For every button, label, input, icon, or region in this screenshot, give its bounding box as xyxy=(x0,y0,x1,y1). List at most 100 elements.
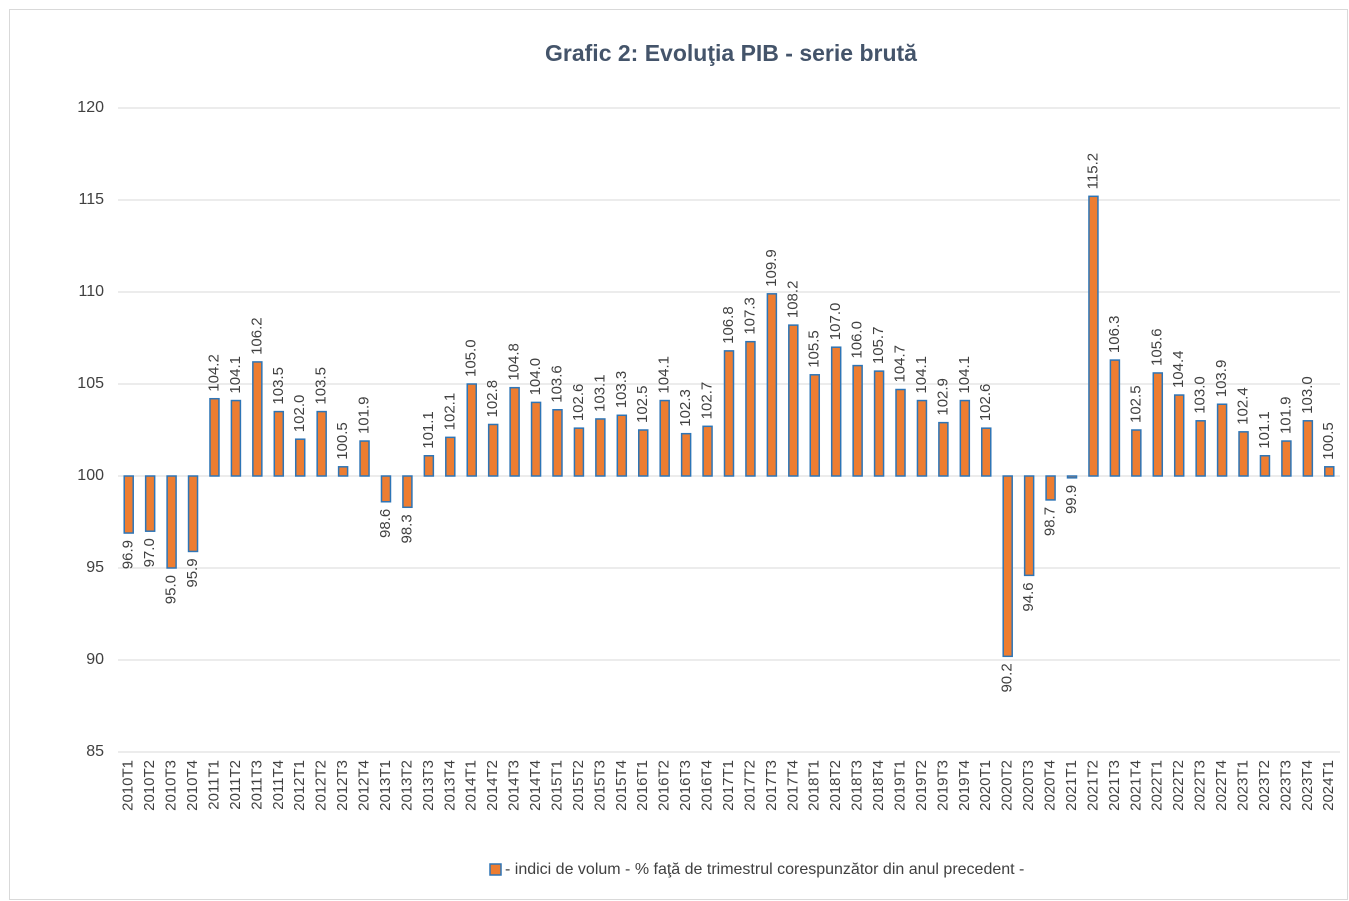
bar xyxy=(445,436,456,477)
bar xyxy=(959,399,971,477)
data-label: 98.6 xyxy=(377,509,394,538)
x-tick-label: 2020T4 xyxy=(1042,760,1059,811)
bar xyxy=(1066,475,1078,479)
bar xyxy=(659,399,670,477)
data-label: 102.4 xyxy=(1234,387,1251,425)
y-tick-label: 100 xyxy=(77,467,104,484)
data-label: 103.0 xyxy=(1192,376,1209,414)
data-label: 95.9 xyxy=(184,558,201,587)
bar xyxy=(852,364,863,477)
bar xyxy=(637,429,649,477)
chart-title: Grafic 2: Evoluţia PIB - serie brută xyxy=(545,40,917,66)
x-tick-label: 2012T3 xyxy=(334,760,351,811)
bar xyxy=(166,475,177,569)
bar xyxy=(1173,394,1185,477)
data-label: 104.2 xyxy=(205,354,222,392)
bar xyxy=(402,475,413,509)
x-tick-label: 2024T1 xyxy=(1320,760,1337,811)
x-tick-label: 2018T4 xyxy=(870,760,887,811)
bar xyxy=(702,425,713,477)
bar xyxy=(1131,429,1142,477)
x-tick-label: 2010T2 xyxy=(141,760,158,811)
bar xyxy=(273,410,285,477)
x-tick-label: 2014T3 xyxy=(506,760,523,811)
x-tick-label: 2015T4 xyxy=(613,760,630,811)
data-label: 97.0 xyxy=(141,538,158,567)
data-label: 104.7 xyxy=(891,345,908,383)
x-tick-label: 2022T3 xyxy=(1192,760,1209,811)
bar xyxy=(337,466,349,477)
x-tick-label: 2012T1 xyxy=(291,760,308,811)
x-tick-label: 2021T2 xyxy=(1084,760,1101,811)
data-label: 105.6 xyxy=(1149,328,1166,366)
x-tick-label: 2014T1 xyxy=(463,760,480,811)
data-label: 103.5 xyxy=(313,367,330,405)
x-tick-label: 2017T4 xyxy=(784,760,801,811)
bar xyxy=(680,432,692,477)
x-tick-label: 2016T2 xyxy=(656,760,673,811)
bar xyxy=(230,399,242,477)
data-label: 98.3 xyxy=(398,514,415,543)
legend-label: - indici de volum - % faţă de trimestrul… xyxy=(505,861,1024,878)
bar xyxy=(1195,420,1206,477)
data-label: 99.9 xyxy=(1063,485,1080,514)
bar xyxy=(209,397,220,477)
y-tick-label: 110 xyxy=(78,283,104,300)
bar xyxy=(1088,195,1099,477)
bar xyxy=(938,421,949,477)
x-tick-label: 2013T3 xyxy=(420,760,437,811)
data-label: 104.1 xyxy=(956,356,973,394)
bar xyxy=(1238,431,1249,477)
data-label: 103.9 xyxy=(1213,360,1230,398)
data-label: 104.4 xyxy=(1170,350,1187,388)
data-label: 115.2 xyxy=(1084,153,1101,189)
bar xyxy=(1324,466,1335,477)
y-tick-label: 85 xyxy=(86,743,104,760)
x-tick-label: 2015T1 xyxy=(548,760,565,811)
bar xyxy=(895,388,906,477)
data-label: 96.9 xyxy=(120,540,137,569)
data-label: 103.6 xyxy=(548,365,565,403)
data-label: 105.7 xyxy=(870,327,887,365)
bar xyxy=(294,438,306,477)
data-label: 106.8 xyxy=(720,306,737,344)
x-tick-label: 2016T3 xyxy=(677,760,694,811)
data-label: 109.9 xyxy=(763,249,780,287)
bar xyxy=(573,427,585,477)
x-tick-label: 2021T4 xyxy=(1127,760,1144,811)
data-label: 102.5 xyxy=(634,385,651,423)
bar xyxy=(1259,455,1271,477)
bar xyxy=(1023,475,1035,577)
bar xyxy=(1152,372,1164,477)
bar xyxy=(423,455,435,477)
bar xyxy=(380,475,392,503)
x-tick-label: 2023T4 xyxy=(1299,760,1316,811)
x-tick-label: 2023T1 xyxy=(1234,760,1251,811)
bar xyxy=(144,475,156,532)
data-label: 104.1 xyxy=(656,356,673,394)
y-tick-label: 120 xyxy=(77,99,104,116)
x-tick-label: 2011T2 xyxy=(227,760,244,810)
x-tick-label: 2010T1 xyxy=(120,760,137,811)
data-label: 100.5 xyxy=(334,422,351,460)
data-label: 101.1 xyxy=(420,411,437,449)
x-tick-label: 2014T4 xyxy=(527,760,544,811)
y-tick-label: 105 xyxy=(77,375,104,392)
x-tick-label: 2021T3 xyxy=(1106,760,1123,811)
x-tick-label: 2013T4 xyxy=(441,760,458,811)
data-label: 103.5 xyxy=(270,367,287,405)
data-label: 104.8 xyxy=(506,343,523,381)
x-tick-label: 2011T3 xyxy=(248,760,265,810)
x-tick-label: 2017T2 xyxy=(741,760,758,811)
x-tick-label: 2022T4 xyxy=(1213,760,1230,811)
y-tick-label: 95 xyxy=(86,559,104,576)
x-tick-label: 2011T1 xyxy=(205,760,222,810)
x-tick-label: 2020T2 xyxy=(999,760,1016,811)
data-label: 102.9 xyxy=(934,378,951,416)
x-tick-label: 2015T3 xyxy=(591,760,608,811)
x-tick-label: 2013T1 xyxy=(377,760,394,811)
x-tick-label: 2011T4 xyxy=(270,760,287,810)
bar xyxy=(1281,440,1292,477)
bar xyxy=(723,350,735,477)
data-label: 102.7 xyxy=(699,382,716,420)
